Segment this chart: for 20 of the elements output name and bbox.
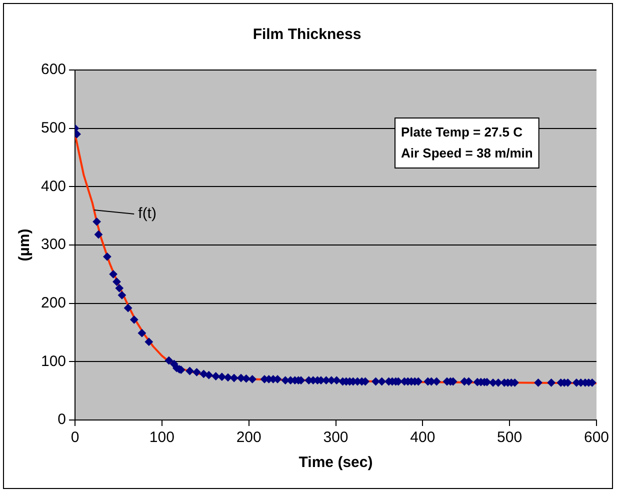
annotation: Air Speed = 38 m/min bbox=[401, 146, 533, 161]
x-tick-label: 0 bbox=[70, 429, 80, 446]
x-axis-title: Time (sec) bbox=[298, 454, 373, 472]
y-tick-label: 600 bbox=[40, 61, 66, 78]
x-tick-label: 400 bbox=[410, 429, 436, 446]
y-tick-label: 500 bbox=[40, 119, 66, 136]
annotation: f(t) bbox=[138, 205, 156, 222]
x-tick-label: 100 bbox=[149, 429, 174, 446]
y-tick-label: 200 bbox=[40, 294, 66, 312]
y-tick-label: 100 bbox=[40, 352, 66, 370]
y-tick-label: 0 bbox=[58, 411, 66, 428]
y-axis-title: (μm) bbox=[16, 228, 34, 262]
y-tick-label: 400 bbox=[40, 178, 66, 195]
y-tick-label: 300 bbox=[40, 236, 66, 254]
x-tick-label: 500 bbox=[497, 429, 522, 446]
x-tick-label: 600 bbox=[584, 429, 609, 446]
x-tick-label: 300 bbox=[323, 429, 348, 446]
annotation: Plate Temp = 27.5 C bbox=[401, 124, 524, 140]
chart-title: Film Thickness bbox=[252, 26, 362, 44]
x-tick-label: 200 bbox=[236, 429, 262, 446]
